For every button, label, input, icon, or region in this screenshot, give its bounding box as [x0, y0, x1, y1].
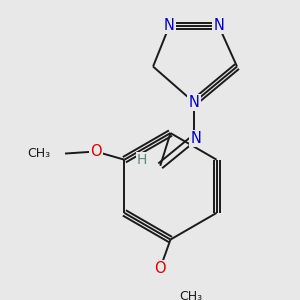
Text: CH₃: CH₃: [28, 147, 51, 160]
Text: N: N: [190, 131, 202, 146]
Text: CH₃: CH₃: [180, 290, 203, 300]
Text: N: N: [189, 95, 200, 110]
Text: O: O: [154, 261, 166, 276]
Text: O: O: [90, 144, 101, 159]
Text: H: H: [136, 153, 147, 167]
Text: N: N: [164, 18, 175, 33]
Text: N: N: [213, 18, 224, 33]
